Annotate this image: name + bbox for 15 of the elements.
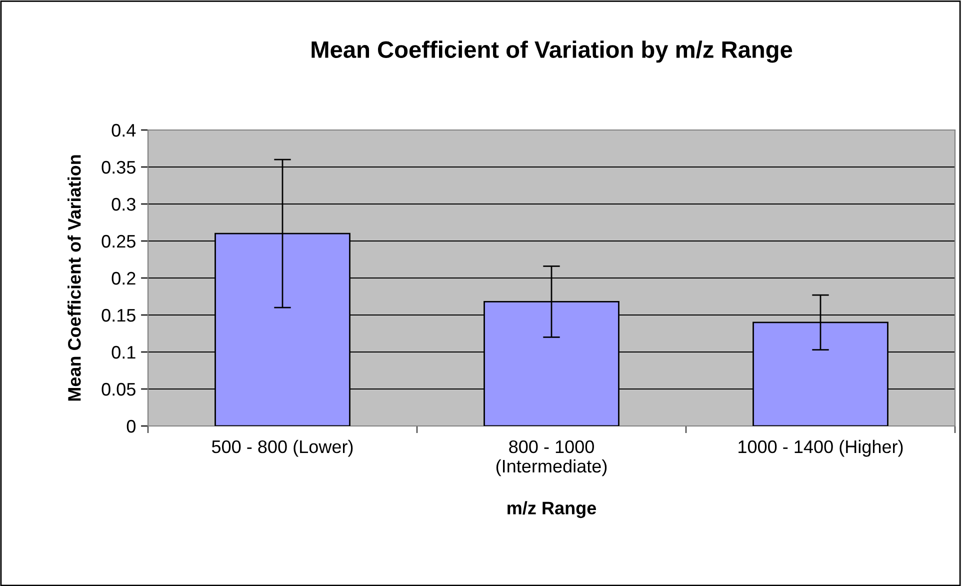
y-tick-label: 0.05 [102,382,136,396]
y-tick-label: 0.4 [112,124,136,137]
chart-title: Mean Coefficient of Variation by m/z Range [312,40,792,63]
y-tick-label: 0.35 [102,160,136,174]
x-tick-label: 800 - 1000 (Intermediate) [496,440,607,476]
y-tick-label: 0.25 [102,234,136,248]
y-tick-label: 0.1 [112,346,136,359]
y-tick-label: 0 [126,420,136,433]
x-tick-label: 1000 - 1400 (Higher) [738,440,903,457]
y-tick-label: 0.2 [112,272,136,285]
x-axis-title: m/z Range [508,501,596,518]
y-tick-label: 0.3 [112,198,136,211]
y-axis-title: Mean Coefficient of Variation [68,155,81,401]
x-tick-label: 500 - 800 (Lower) [212,440,353,457]
y-tick-label: 0.15 [102,308,136,322]
